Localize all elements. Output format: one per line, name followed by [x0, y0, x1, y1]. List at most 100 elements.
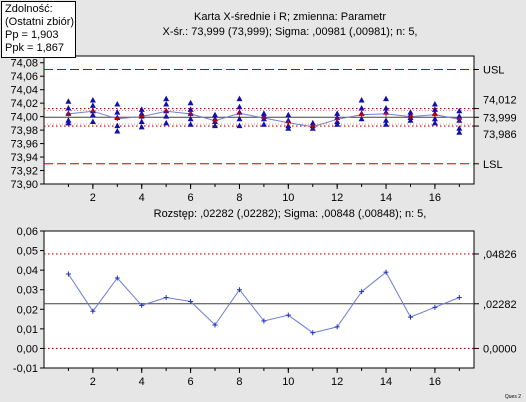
observation-point	[285, 111, 292, 118]
observation-point	[456, 129, 463, 135]
range-xtick-label: 4	[139, 376, 145, 388]
range-limit-label: ,04826	[483, 249, 517, 261]
observation-point	[163, 101, 170, 107]
observation-point	[431, 115, 438, 122]
observation-point	[138, 106, 145, 112]
observation-point	[236, 95, 243, 102]
mean-point	[432, 112, 438, 118]
mean-point	[456, 116, 462, 122]
observation-point	[65, 98, 72, 104]
xbar-xtick-label: 12	[331, 192, 343, 204]
observation-point	[187, 106, 194, 112]
observation-point	[456, 113, 463, 119]
xbar-ytick-label: 74,08	[10, 58, 38, 70]
range-xtick-label: 8	[236, 376, 242, 388]
observation-point	[358, 115, 365, 122]
observation-point	[114, 101, 121, 107]
range-ytick-label: 0,05	[17, 246, 38, 258]
xbar-ytick-label: 73,94	[10, 152, 38, 164]
observation-point	[65, 105, 72, 111]
mean-point	[285, 120, 291, 126]
observation-point	[138, 118, 145, 124]
observation-point	[383, 121, 389, 127]
mean-point	[163, 108, 169, 114]
range-point	[65, 271, 71, 277]
mean-point	[90, 108, 96, 114]
xbar-xtick-label: 14	[380, 192, 392, 204]
mean-point	[188, 111, 194, 117]
mean-point	[139, 114, 145, 120]
xbar-limit-label: 73,986	[483, 129, 517, 141]
range-point	[310, 330, 316, 336]
range-limit-label: ,02282	[483, 299, 517, 311]
observation-point	[456, 125, 463, 131]
observation-point	[334, 121, 341, 127]
capability-title: Zdolność:	[5, 3, 53, 15]
observation-point	[187, 99, 194, 106]
range-ytick-label: 0,00	[17, 343, 38, 355]
xbar-chart-subtitle: X-śr.: 73,999 (73,999); Sigma: ,00981 (,…	[163, 26, 418, 38]
xbar-xtick-label: 10	[282, 192, 294, 204]
observation-point	[236, 115, 243, 122]
range-ytick-label: 0,03	[17, 285, 38, 297]
observation-point	[89, 102, 96, 108]
observation-point	[431, 101, 438, 107]
range-xtick-label: 6	[188, 376, 194, 388]
range-xtick-label: 10	[282, 376, 294, 388]
range-ytick-label: 0,06	[17, 226, 38, 238]
observation-point	[236, 122, 243, 129]
footer-mark: Ques 2	[505, 394, 521, 400]
observation-point	[89, 111, 96, 118]
range-point	[236, 287, 242, 293]
range-point	[334, 324, 340, 330]
range-chart-title: Rozstęp: ,02282 (,02282); Sigma: ,00848 …	[154, 208, 427, 220]
observation-point	[163, 95, 170, 102]
xbar-ytick-label: 74,00	[10, 112, 38, 124]
mean-point	[236, 110, 242, 116]
mean-point	[383, 111, 389, 117]
xbar-xtick-label: 4	[139, 192, 145, 204]
observation-point	[358, 105, 365, 111]
observation-point	[358, 97, 365, 103]
range-xtick-label: 14	[380, 376, 392, 388]
xbar-ytick-label: 74,04	[10, 85, 38, 97]
range-plot-group: -0,01 0,00 0,01 0,02 0,03 0,04 0,05 0,06 2 4 6 8 10 1…	[13, 226, 517, 388]
range-xtick-label: 2	[90, 376, 96, 388]
capability-pp: Pp = 1,903	[5, 29, 59, 41]
xbar-limit-label: 74,012	[483, 95, 517, 107]
capability-ppk: Ppk = 1,867	[5, 42, 65, 54]
range-point	[359, 289, 365, 295]
observation-point	[285, 117, 292, 123]
range-point	[407, 314, 413, 320]
range-point	[432, 304, 438, 310]
observation-point	[407, 117, 414, 123]
range-point	[90, 308, 96, 314]
observation-point	[89, 97, 96, 103]
spec-label-lsl: LSL	[483, 159, 503, 171]
observation-point	[138, 123, 145, 130]
observation-point	[285, 125, 292, 131]
observation-point	[187, 121, 194, 127]
observation-point	[212, 122, 218, 129]
xbar-limit-label: 73,999	[483, 112, 517, 124]
observation-point	[334, 110, 341, 116]
range-point	[188, 298, 194, 304]
range-point	[383, 269, 389, 275]
range-ytick-label: 0,01	[17, 324, 38, 336]
range-point	[456, 295, 462, 301]
range-ytick-label: -0,01	[13, 363, 38, 375]
xbar-chart-title: Karta X-średnie i R; zmienna: Parametr	[194, 11, 386, 23]
range-point	[261, 318, 267, 324]
observation-point	[260, 121, 267, 127]
observation-point	[456, 107, 463, 114]
observation-point	[431, 106, 438, 112]
observation-point	[431, 119, 438, 126]
xbar-xtick-label: 8	[236, 192, 242, 204]
xbar-xtick-label: 16	[429, 192, 441, 204]
range-point	[139, 302, 145, 308]
observation-point	[383, 95, 389, 102]
xbar-ytick-label: 74,06	[10, 71, 38, 83]
observation-point	[236, 103, 243, 110]
